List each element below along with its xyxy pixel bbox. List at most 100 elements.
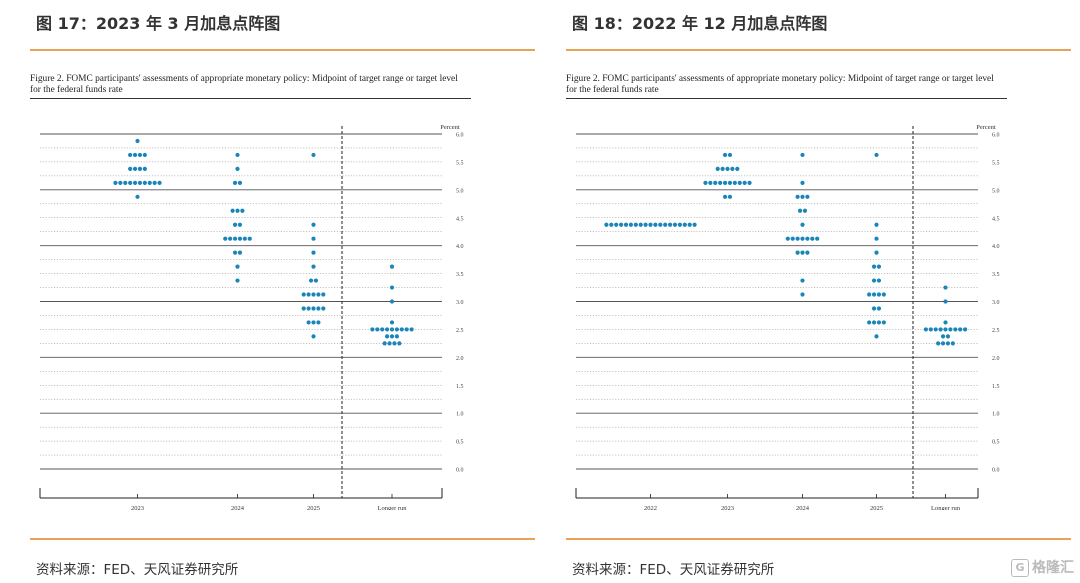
y-tick-label: 3.0 <box>456 300 464 306</box>
participant-dot <box>943 299 948 304</box>
participant-dot <box>876 264 882 269</box>
caption-rule <box>566 98 1007 99</box>
participant-dot <box>703 180 708 185</box>
figure-caption: Figure 2. FOMC participants' assessments… <box>566 74 994 95</box>
participant-dot <box>609 222 614 227</box>
source-note: 资料来源：FED、天风证券研究所 <box>572 562 775 578</box>
participant-dot <box>871 306 877 311</box>
participant-dot <box>923 327 928 332</box>
participant-dot <box>237 222 243 227</box>
participant-dot <box>132 166 138 171</box>
participant-dot <box>228 236 233 241</box>
x-tick-label: 2022 <box>644 505 657 510</box>
panel-december-2022: 图 18：2022 年 12 月加息点阵图 Figure 2. FOMC par… <box>566 0 1076 583</box>
accent-rule-bottom <box>30 538 535 540</box>
participant-dot <box>881 292 886 297</box>
participant-dot <box>718 180 723 185</box>
y-tick-label: 5.5 <box>992 160 1000 166</box>
participant-dot <box>658 222 663 227</box>
participant-dot <box>713 180 718 185</box>
y-tick-label: 6.0 <box>456 133 464 139</box>
participant-dot <box>722 194 728 199</box>
participant-dot <box>614 222 619 227</box>
participant-dot <box>235 166 240 171</box>
participant-dot <box>936 341 941 346</box>
participant-dot <box>747 180 752 185</box>
x-tick-label: 2025 <box>870 505 883 510</box>
participant-dot <box>389 264 395 269</box>
participant-dot <box>735 166 740 171</box>
x-tick-label: Longer run <box>377 505 407 510</box>
y-tick-label: 0.0 <box>992 468 1000 474</box>
y-tick-label: 3.5 <box>456 272 464 278</box>
participant-dot <box>394 327 399 332</box>
y-tick-label: 4.5 <box>992 216 1000 222</box>
participant-dot <box>389 334 395 339</box>
y-tick-label: 0.5 <box>456 440 464 446</box>
participant-dot <box>375 327 380 332</box>
figure-caption: Figure 2. FOMC participants' assessments… <box>30 74 458 95</box>
x-tick-label: 2024 <box>231 505 245 510</box>
participant-dot <box>682 222 687 227</box>
participant-dot <box>235 278 240 283</box>
participant-dot <box>802 208 808 213</box>
participant-dot <box>230 208 235 213</box>
participant-dot <box>311 222 316 227</box>
participant-dot <box>113 180 118 185</box>
participant-dot <box>389 327 395 332</box>
participant-dot <box>708 180 713 185</box>
participant-dot <box>795 194 800 199</box>
participant-dot <box>604 222 609 227</box>
participant-dot <box>135 138 140 144</box>
y-tick-label: 2.0 <box>456 356 464 362</box>
y-tick-label: 0.0 <box>456 468 464 474</box>
watermark: G 格隆汇 <box>1011 557 1074 577</box>
participant-dot <box>876 306 882 311</box>
participant-dot <box>389 299 395 304</box>
participant-dot <box>815 236 820 241</box>
participant-dot <box>727 152 733 158</box>
participant-dot <box>118 180 123 185</box>
participant-dot <box>953 327 958 332</box>
participant-dot <box>399 327 404 332</box>
participant-dot <box>123 180 128 185</box>
participant-dot <box>874 236 879 241</box>
participant-dot <box>722 152 728 158</box>
participant-dot <box>301 306 306 311</box>
source-note: 资料来源：FED、天风证券研究所 <box>36 562 239 578</box>
participant-dot <box>874 334 879 339</box>
participant-dot <box>732 180 737 185</box>
participant-dot <box>235 264 240 269</box>
participant-dot <box>128 166 133 171</box>
watermark-text: 格隆汇 <box>1032 560 1074 576</box>
participant-dot <box>313 278 319 283</box>
participant-dot <box>306 306 311 311</box>
participant-dot <box>933 327 938 332</box>
participant-dot <box>687 222 692 227</box>
dot-plot: 0.0 0.5 1.0 1.5 2.0 2.5 3.0 3.5 4.0 4.5 5.0 5.5 6.0 P… <box>575 124 1000 510</box>
participant-dot <box>945 341 951 346</box>
y-tick-label: 5.0 <box>992 188 1000 194</box>
participant-dot <box>928 327 933 332</box>
participant-dot <box>871 264 877 269</box>
participant-dot <box>311 334 316 339</box>
participant-dot <box>742 180 747 185</box>
y-axis-label: Percent <box>976 124 996 131</box>
participant-dot <box>397 341 402 346</box>
participant-dot <box>663 222 668 227</box>
participant-dot <box>137 166 143 171</box>
participant-dot <box>876 278 882 283</box>
participant-dot <box>232 222 238 227</box>
participant-dot <box>142 166 147 171</box>
participant-dot <box>385 334 390 339</box>
participant-dot <box>619 222 624 227</box>
x-tick-label: 2023 <box>721 505 734 510</box>
participant-dot <box>867 320 872 325</box>
participant-dot <box>725 166 730 171</box>
participant-dot <box>727 180 733 185</box>
accent-rule-bottom <box>566 538 1071 540</box>
x-tick-label: 2024 <box>796 505 810 510</box>
participant-dot <box>722 180 728 185</box>
y-tick-label: 1.0 <box>992 412 1000 418</box>
participant-dot <box>800 278 805 283</box>
